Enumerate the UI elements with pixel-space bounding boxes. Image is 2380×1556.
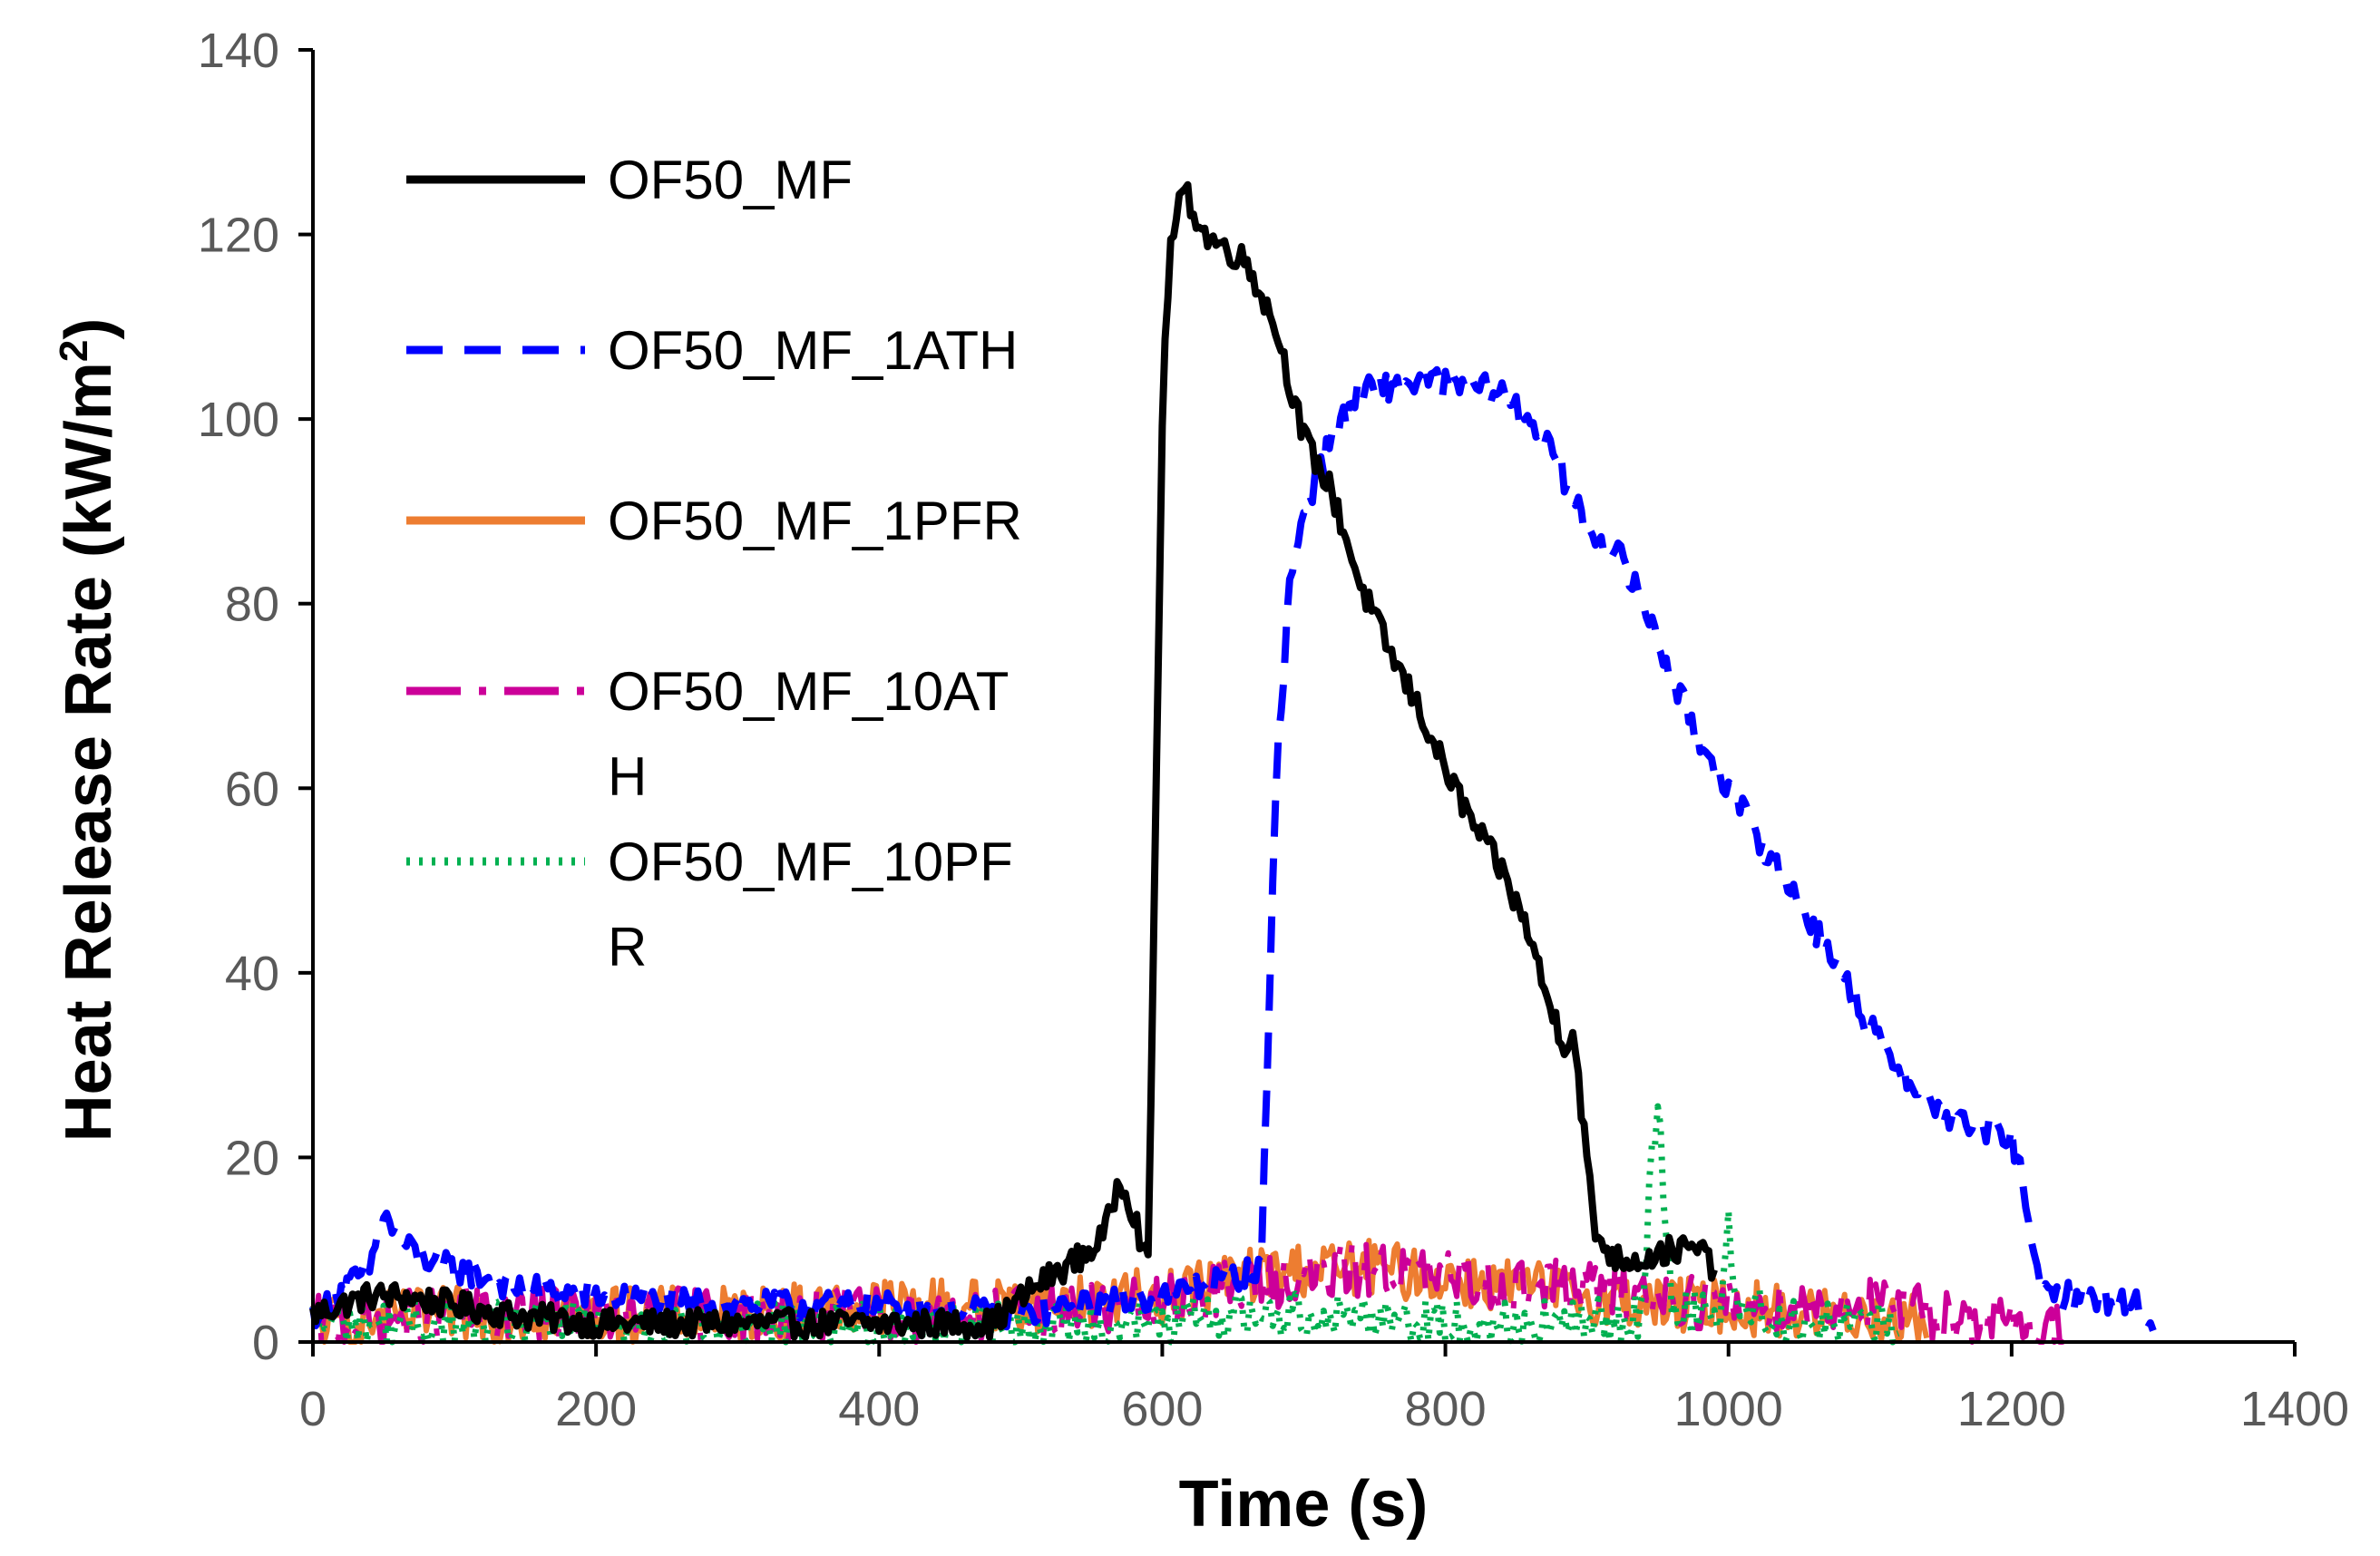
y-tick-label-60: 60: [225, 762, 279, 816]
x-tick-label-400: 400: [838, 1382, 920, 1436]
legend-item-1: OF50_MF: [406, 150, 853, 210]
series-line-of50-mf-1pfr: [311, 1238, 1930, 1345]
legend-item-5: OF50_MF_10PF R: [406, 831, 1013, 977]
y-tick-label-20: 20: [225, 1131, 279, 1185]
x-tick-label-1200: 1200: [1957, 1382, 2066, 1436]
y-ticks: 0 20 40 60 80 100 120 140: [198, 24, 313, 1370]
y-axis-title: Heat Release Rate (kW/m2): [52, 318, 125, 1143]
x-ticks: 0 200 400 600 800 1000 1200 1400: [299, 1342, 2349, 1436]
series-line-of50-mf-10pfr: [309, 1103, 1900, 1346]
y-axis-title-main: Heat Release Rate (kW/m: [53, 362, 125, 1142]
legend-item-4: OF50_MF_10AT H: [406, 661, 1009, 807]
legend-label-2: OF50_MF_1ATH: [608, 320, 1018, 381]
x-tick-label-200: 200: [555, 1382, 637, 1436]
series-layer: [309, 180, 2157, 1346]
x-axis-title: Time (s): [1179, 1468, 1429, 1541]
legend-label-3: OF50_MF_1PFR: [608, 491, 1022, 551]
y-tick-label-40: 40: [225, 947, 279, 1001]
x-tick-label-0: 0: [299, 1382, 327, 1436]
x-tick-label-800: 800: [1405, 1382, 1487, 1436]
y-tick-label-80: 80: [225, 578, 279, 632]
x-tick-label-1400: 1400: [2240, 1382, 2349, 1436]
x-tick-label-600: 600: [1121, 1382, 1203, 1436]
y-tick-label-0: 0: [252, 1316, 279, 1370]
y-axis-title-sup: 2: [52, 340, 96, 362]
legend-label-5-wrap: R: [608, 917, 647, 977]
series-line-of50-mf: [309, 180, 1718, 1341]
series-line-of50-mf-1ath: [309, 365, 2157, 1332]
y-tick-label-100: 100: [198, 393, 279, 447]
legend-item-3: OF50_MF_1PFR: [406, 491, 1022, 551]
x-tick-label-1000: 1000: [1674, 1382, 1783, 1436]
legend: OF50_MF OF50_MF_1ATH OF50_MF_1PFR OF50_M…: [406, 150, 1022, 977]
legend-label-4-wrap: H: [608, 746, 647, 807]
legend-label-4: OF50_MF_10AT: [608, 661, 1009, 722]
legend-label-1: OF50_MF: [608, 150, 853, 210]
y-tick-label-120: 120: [198, 209, 279, 263]
legend-item-2: OF50_MF_1ATH: [406, 320, 1018, 381]
legend-label-5: OF50_MF_10PF: [608, 831, 1013, 892]
y-tick-label-140: 140: [198, 24, 279, 78]
y-axis-title-tail: ): [53, 318, 125, 340]
